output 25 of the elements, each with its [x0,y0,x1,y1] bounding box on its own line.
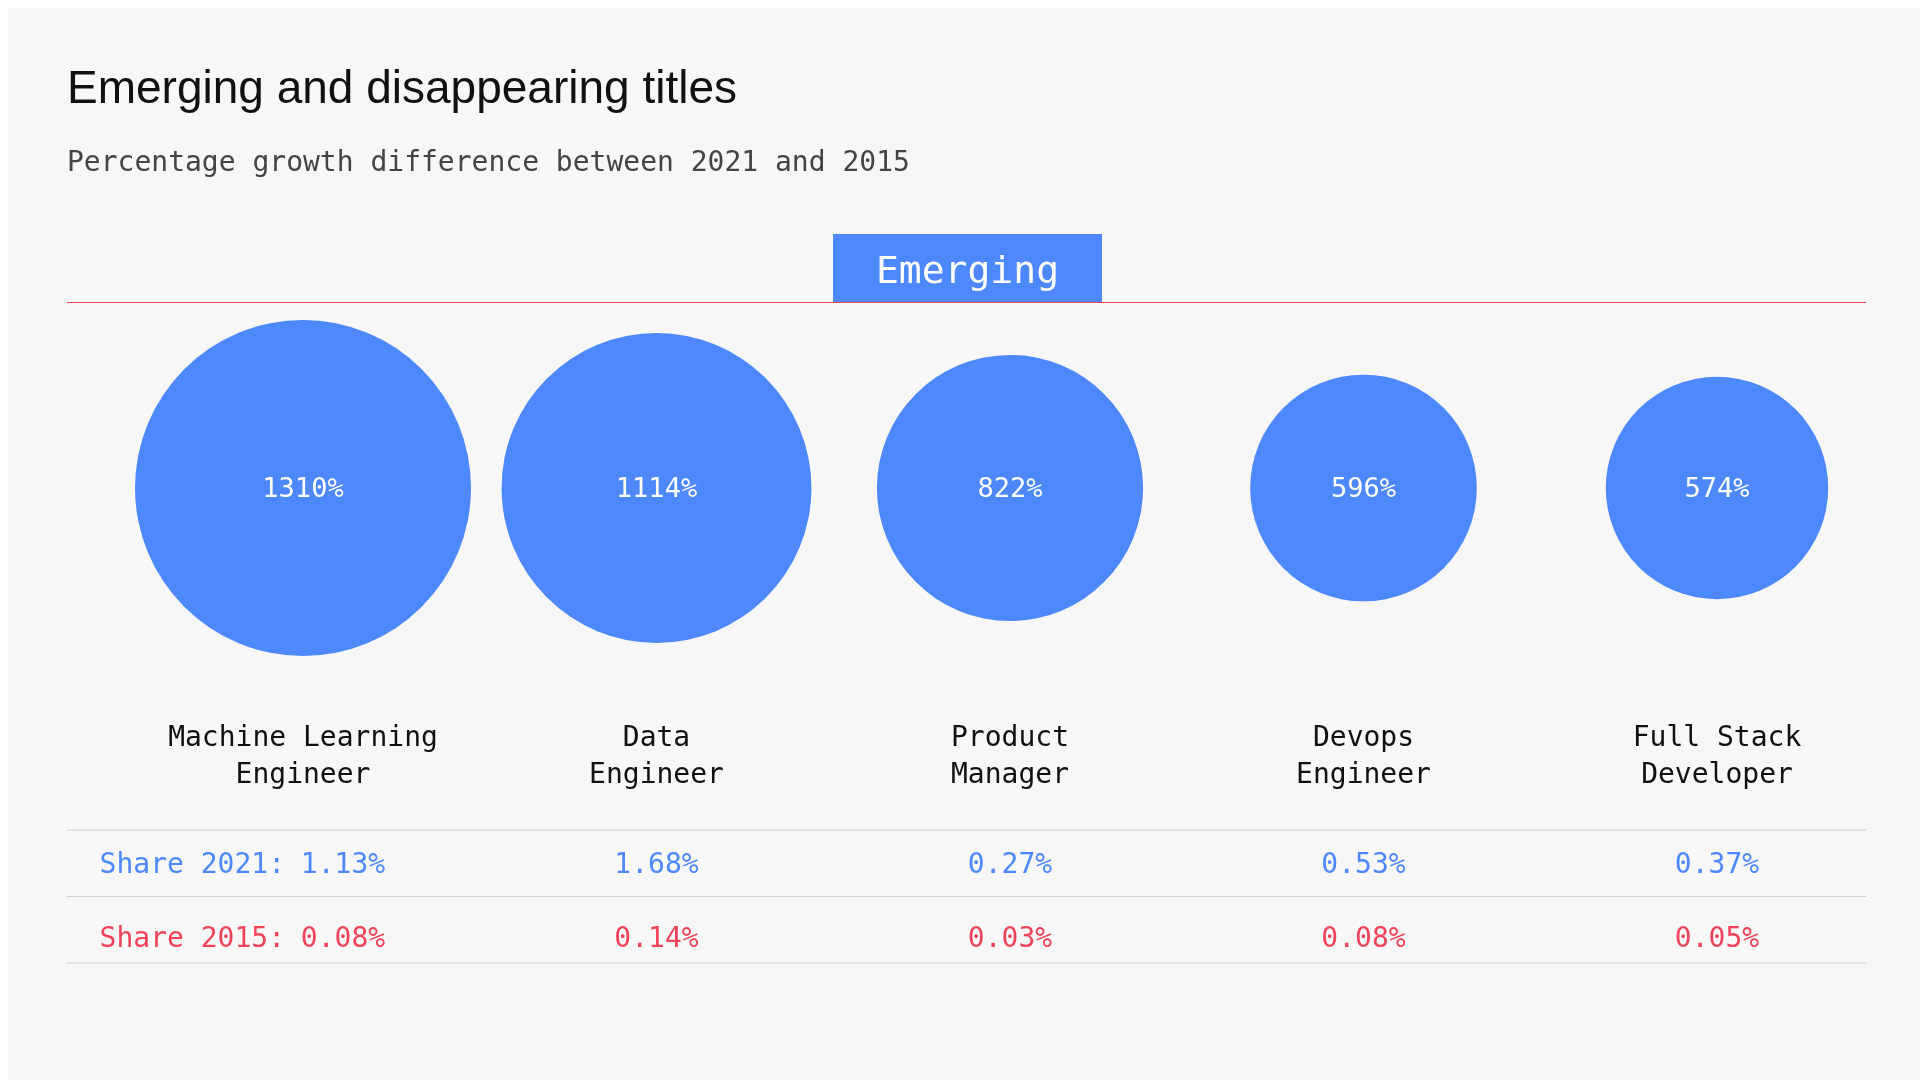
data-label: 0.08% [300,920,386,954]
data-label: 0.05% [1674,920,1760,954]
category-label: Full Stack Developer [1632,720,1802,790]
data-label: 1.68% [614,846,699,880]
legend-label: Share 2021: [99,846,285,880]
category-label: Machine Learning Engineer [168,720,438,790]
data-label: 0.27% [967,846,1053,880]
data-label: 0.53% [1321,846,1406,880]
data-label: 574% [1684,472,1750,504]
data-label: 0.08% [1321,920,1406,954]
data-label: 822% [977,472,1043,504]
text: Emerging and disappearing titles [67,61,737,113]
data-label: 1310% [262,472,344,504]
data-label: 596% [1330,472,1397,504]
data-label: 0.37% [1674,846,1760,880]
category-label: Data Engineer [589,720,724,790]
text: Emerging [875,248,1060,293]
category-label: Product Manager [950,720,1070,790]
data-label: 0.03% [967,920,1053,954]
data-label: 1114% [615,472,698,504]
legend-label: Share 2015: [99,920,285,954]
category-label: Devops Engineer [1296,720,1431,790]
data-label: 1.13% [300,846,386,880]
data-label: 0.14% [614,920,699,954]
text: Percentage growth difference between 2021 and 2015 [67,145,910,178]
